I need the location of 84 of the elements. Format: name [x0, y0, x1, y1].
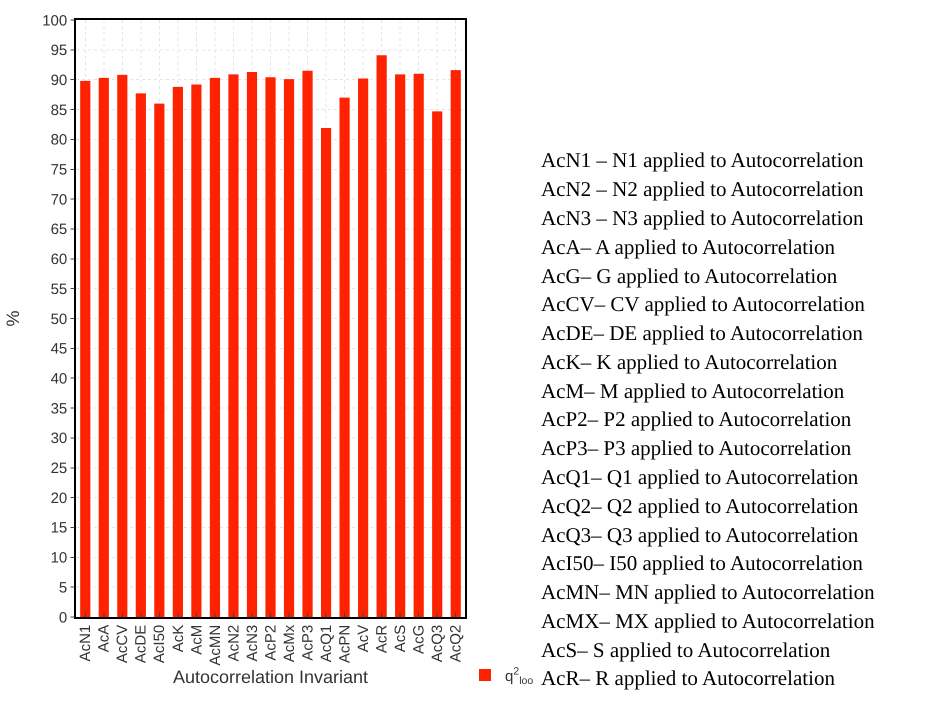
- x-tick-label: AcMN: [206, 624, 224, 666]
- text: AcMN– MN applied to Autocorrelation: [541, 580, 876, 604]
- bar: [154, 104, 164, 617]
- text: AcA– A applied to Autocorrelation: [541, 235, 836, 259]
- y-axis-title: %: [2, 310, 23, 327]
- bar: [117, 74, 128, 617]
- bar: [432, 111, 442, 617]
- x-tick-label: AcQ1: [318, 624, 335, 662]
- text: AcG– G applied to Autocorrelation: [541, 264, 838, 288]
- y-tick-label: 90: [50, 72, 68, 89]
- y-tick-label: 25: [50, 460, 68, 477]
- bar: [191, 84, 202, 617]
- x-tick-label: AcPN: [336, 624, 354, 664]
- y-tick-label: 0: [58, 609, 68, 626]
- y-tick-label: 40: [50, 370, 68, 388]
- bar: [284, 79, 294, 617]
- bar: [80, 80, 90, 617]
- x-tick-label: AcG: [410, 624, 428, 654]
- y-tick-label: 100: [42, 12, 68, 30]
- x-tick-label: AcQ3: [429, 624, 446, 662]
- y-tick-label: 30: [50, 430, 68, 448]
- text: AcQ3– Q3 applied to Autocorrelation: [541, 523, 859, 547]
- bar: [450, 70, 461, 617]
- y-tick-label: 35: [50, 400, 68, 418]
- x-axis-title: Autocorrelation Invariant: [172, 667, 368, 688]
- bar: [228, 74, 239, 617]
- bar: [395, 74, 406, 617]
- bar: [376, 55, 387, 617]
- text: AcP3– P3 applied to Autocorrelation: [541, 436, 852, 460]
- y-tick-label: 95: [50, 42, 68, 60]
- bar: [320, 128, 332, 617]
- x-tick-label: AcDE: [132, 624, 150, 664]
- text: AcN3 – N3 applied to Autocorrelation: [541, 206, 864, 230]
- text: AcMX– MX applied to Autocorrelation: [541, 609, 876, 633]
- bar: [136, 93, 146, 617]
- y-tick-label: 85: [50, 102, 68, 119]
- text: AcQ1– Q1 applied to Autocorrelation: [541, 465, 859, 489]
- x-tick-label: AcCV: [114, 624, 132, 664]
- bar: [210, 78, 220, 617]
- y-tick-label: 55: [50, 280, 68, 298]
- x-tick-label: AcP2: [262, 624, 280, 661]
- y-tick-label: 50: [50, 310, 68, 328]
- x-tick-label: AcV: [354, 624, 372, 652]
- bar: [172, 86, 183, 617]
- y-tick-label: 70: [50, 191, 68, 208]
- text: AcS– S applied to Autocorrelation: [541, 638, 831, 662]
- bar: [265, 77, 276, 617]
- x-tick-label: AcP3: [299, 624, 316, 661]
- x-tick-label: AcA: [96, 624, 113, 652]
- x-tick-label: AcQ2: [448, 624, 465, 662]
- y-tick-label: 80: [50, 132, 68, 149]
- x-tick-label: AcS: [392, 624, 410, 652]
- bar: [246, 72, 258, 617]
- bar: [414, 74, 424, 617]
- x-tick-label: AcN1: [77, 624, 94, 662]
- text: AcR– R applied to Autocorrelation: [541, 666, 836, 690]
- text: AcM– M applied to Autocorrelation: [541, 379, 845, 403]
- bar: [302, 70, 313, 617]
- text: AcQ2– Q2 applied to Autocorrelation: [541, 494, 859, 518]
- x-tick-label: AcM: [188, 624, 206, 655]
- bar: [358, 78, 368, 617]
- text: AcP2– P2 applied to Autocorrelation: [541, 407, 852, 431]
- x-tick-label: AcR: [374, 624, 391, 654]
- text: AcDE– DE applied to Autocorrelation: [541, 321, 864, 345]
- y-tick-label: 5: [58, 579, 68, 596]
- text: AcN2 – N2 applied to Autocorrelation: [541, 177, 864, 201]
- text: AcI50– I50 applied to Autocorrelation: [541, 551, 864, 575]
- y-tick-label: 60: [50, 251, 68, 268]
- x-tick-label: AcK: [170, 624, 187, 652]
- bar: [340, 98, 350, 617]
- y-tick-label: 15: [50, 520, 68, 537]
- text: AcN1 – N1 applied to Autocorrelation: [541, 148, 864, 172]
- y-tick-label: 20: [50, 490, 68, 507]
- bar: [98, 78, 109, 617]
- y-tick-label: 10: [50, 550, 68, 567]
- x-tick-label: AcI50: [151, 624, 168, 664]
- y-tick-label: 45: [50, 340, 68, 358]
- y-tick-label: 65: [50, 221, 68, 238]
- x-tick-label: AcMx: [280, 624, 298, 662]
- text: AcCV– CV applied to Autocorrelation: [541, 292, 866, 316]
- x-tick-label: AcN3: [244, 624, 261, 662]
- y-tick-label: 75: [50, 162, 68, 178]
- x-tick-label: AcN2: [225, 624, 242, 662]
- text: AcK– K applied to Autocorrelation: [541, 350, 838, 374]
